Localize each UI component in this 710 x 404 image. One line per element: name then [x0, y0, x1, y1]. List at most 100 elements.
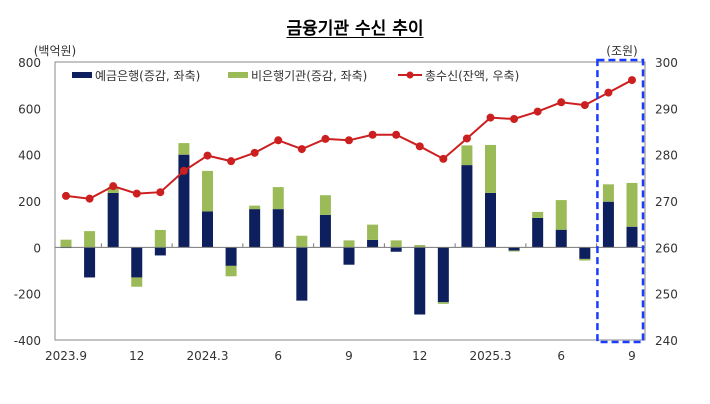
point-total	[439, 154, 448, 163]
y-right-tick-label: 250	[655, 288, 678, 302]
bar-bank	[272, 209, 284, 248]
bar-nonbank	[414, 245, 426, 248]
x-tick-label: 9	[345, 349, 353, 363]
point-total	[62, 191, 70, 200]
bar-nonbank	[555, 200, 567, 230]
bar-nonbank	[296, 235, 308, 248]
bar-bank	[367, 239, 379, 248]
legend-label-bank: 예금은행(증감, 좌축)	[95, 68, 200, 83]
bar-bank	[390, 247, 402, 252]
bar-nonbank	[508, 250, 520, 252]
point-total	[580, 101, 589, 110]
bar-nonbank	[437, 302, 449, 304]
legend-label-nonbank: 비은행기관(증감, 좌축)	[251, 68, 367, 83]
bar-bank	[485, 192, 496, 248]
x-tick-label: 12	[129, 349, 144, 363]
x-tick-label: 2024.3	[187, 349, 229, 363]
bar-nonbank	[60, 239, 72, 248]
x-tick-label: 12	[412, 349, 427, 363]
y-right-tick-label: 290	[655, 102, 678, 116]
bar-nonbank	[178, 143, 190, 155]
bar-bank	[508, 247, 520, 251]
bar-bank	[225, 247, 237, 266]
bar-bank	[602, 201, 614, 248]
x-tick-label: 2025.3	[470, 349, 512, 363]
x-tick-label: 9	[628, 349, 636, 363]
bar-bank	[319, 214, 331, 248]
bar-nonbank	[154, 229, 166, 248]
bar-nonbank	[202, 170, 213, 212]
bar-bank	[107, 192, 119, 248]
chart-title: 금융기관 수신 추이	[0, 14, 710, 39]
y-left-tick-label: 600	[18, 102, 41, 116]
bar-nonbank	[84, 231, 96, 248]
y-left-tick-label: -400	[14, 334, 41, 348]
y-left-unit: (백억원)	[34, 44, 76, 58]
bar-nonbank	[225, 265, 237, 277]
bar-nonbank	[343, 240, 355, 248]
bar-bank	[461, 165, 473, 248]
bar-nonbank	[272, 187, 284, 210]
y-right-tick-label: 280	[655, 149, 678, 163]
legend-swatch-nonbank	[228, 72, 248, 78]
y-right-tick-label: 300	[655, 56, 678, 70]
bar-bank	[532, 217, 544, 248]
point-total	[227, 157, 236, 166]
y-right-tick-label: 240	[655, 334, 678, 348]
point-total	[345, 136, 353, 145]
bar-bank	[178, 154, 190, 248]
bar-bank	[202, 211, 213, 248]
y-right-tick-label: 270	[655, 195, 678, 209]
point-total	[557, 98, 566, 107]
y-left-tick-label: 400	[18, 149, 41, 163]
y-left-tick-label: 0	[33, 241, 41, 255]
point-total	[203, 151, 212, 160]
point-total	[109, 182, 118, 191]
bar-bank	[154, 247, 166, 256]
chart-title-text: 금융기관 수신 추이	[286, 19, 424, 39]
point-total	[297, 145, 306, 154]
bar-bank	[626, 226, 638, 248]
bar-bank	[414, 247, 426, 315]
bar-bank	[296, 247, 308, 301]
bar-nonbank	[319, 195, 331, 215]
point-total	[510, 114, 519, 123]
bar-nonbank	[390, 240, 402, 248]
y-left-tick-label: 200	[18, 195, 41, 209]
bar-nonbank	[485, 144, 496, 193]
point-total	[85, 194, 94, 203]
bar-nonbank	[461, 145, 473, 166]
point-total	[392, 130, 401, 139]
point-total	[156, 188, 165, 197]
point-total	[604, 88, 613, 97]
highlight-box	[596, 58, 645, 344]
bar-bank	[437, 247, 449, 303]
point-total	[321, 134, 330, 143]
bar-bank	[131, 247, 143, 278]
point-total	[368, 130, 377, 139]
point-total	[274, 136, 283, 145]
bar-nonbank	[131, 277, 143, 287]
point-total	[628, 76, 636, 85]
point-total	[533, 107, 542, 116]
bar-nonbank	[249, 205, 261, 210]
bar-nonbank	[367, 224, 379, 240]
point-total	[179, 166, 188, 175]
bar-nonbank	[602, 184, 614, 202]
point-total	[250, 148, 259, 157]
point-total	[132, 189, 141, 198]
y-right-tick-label: 260	[655, 241, 678, 255]
plot-frame	[54, 61, 646, 341]
bar-bank	[343, 247, 355, 265]
bar-bank	[249, 209, 261, 248]
bar-bank	[84, 247, 96, 278]
bar-bank	[579, 247, 591, 259]
legend-label-total: 총수신(잔액, 우축)	[425, 69, 519, 83]
x-tick-label: 2023.9	[45, 349, 87, 363]
point-total	[415, 142, 424, 151]
x-tick-label: 6	[557, 349, 565, 363]
bar-nonbank	[579, 258, 591, 261]
bar-nonbank	[626, 182, 638, 227]
point-total	[462, 134, 471, 143]
